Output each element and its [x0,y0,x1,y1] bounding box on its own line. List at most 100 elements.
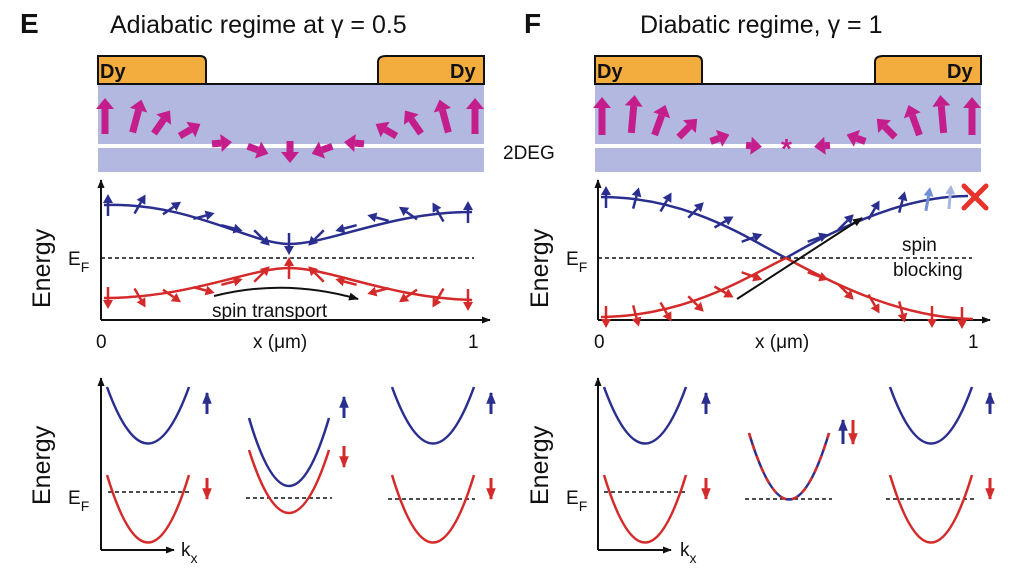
magnetization-arrow [876,118,898,140]
magnetization-arrow [963,97,981,135]
spin-arrow-red [741,271,763,282]
panel-f-dy-left-label: Dy [597,61,623,83]
magnetization-arrow [151,110,172,136]
panel-e-title: Adiabatic regime at γ = 0.5 [110,11,407,39]
panel-f-annotation-line1: spin [902,235,937,256]
spin-arrow-red [133,287,146,308]
spin-arrow-red [284,257,294,279]
panel-f: F Diabatic regime, γ = 1 Dy Dy * spin bl… [524,8,995,566]
panel-e-magnetization-arrows [96,98,484,163]
spin-arrow-blue [897,191,908,213]
magnetization-arrow [466,98,484,134]
spin-arrow-red [927,306,937,328]
magnetization-arrow [624,95,643,134]
panel-f-dy-right-magnet [874,55,982,85]
magnetization-arrow [593,97,611,135]
magnetization-arrow [846,129,867,147]
spin-arrow-blue [162,201,182,216]
panel-f-x-axis-label: x (μm) [755,332,809,353]
spin-arrow-faded [923,187,934,212]
panel-f-block-cross-icon [961,183,989,211]
spin-arrow-red [432,287,445,308]
spin-arrow-blue [659,192,672,213]
panel-e-annotation: spin transport [212,301,328,322]
magnetization-arrow [403,110,424,136]
spin-arrow-red [367,286,389,297]
panel-e: E Adiabatic regime at γ = 0.5 Dy Dy spin… [20,8,496,566]
panel-e-disp-3-up [390,386,476,445]
magnetization-arrow [311,141,334,159]
panel-e-disp-1-up [105,386,191,445]
spin-arrow-red [103,287,113,309]
spin-arrow-red [897,301,908,323]
panel-f-center-asterisk: * [781,133,792,164]
spin-arrow-red [463,289,473,311]
panel-f-x-tick-1: 1 [968,332,979,353]
panel-f-blocking-arrow [736,217,863,300]
twodeg-label: 2DEG [503,143,555,164]
spin-arrow-red [221,276,243,287]
panel-f-dy-left-magnet [594,55,703,85]
panel-f-disp-energy-label: Energy [526,425,554,505]
panel-f-x-tick-0: 0 [594,332,605,353]
spin-arrow-blue [221,223,243,234]
panel-e-disp-2-up [247,417,331,487]
panel-e-letter: E [20,8,39,39]
spin-arrow-red [713,285,734,298]
spin-arrow-red [193,285,215,296]
spin-arrow-red [837,283,854,300]
panel-e-energy-label: Energy [28,228,56,308]
magnetization-arrow [281,141,299,163]
panel-e-transport-arrow [213,286,359,301]
panel-f-letter: F [524,8,541,39]
spin-arrow-blue [807,232,829,243]
panel-f-disp-1-down [602,474,688,544]
spin-arrow-blue [398,206,418,221]
panel-e-x-axis-label: x (μm) [253,332,307,353]
spin-arrow-red [957,307,967,329]
spin-arrow-blue [308,229,325,246]
magnetization-arrow [375,121,399,140]
panel-e-disp-1-down [105,474,191,544]
spin-arrow-red [398,288,418,303]
panel-f-disp-3-up [888,386,974,445]
spin-arrow-blue [631,187,642,209]
spin-arrow-blue [867,200,880,221]
panel-f-kx-label: kx [680,540,697,566]
spin-arrow-blue [367,212,389,223]
spin-arrow-blue [837,214,854,231]
magnetization-arrow [814,136,831,155]
spin-arrow-blue [133,194,146,215]
spin-arrow-red [867,293,880,314]
spin-arrow-red [687,295,704,312]
spin-arrow-red [308,266,325,283]
panel-f-band-spin-arrows [601,185,967,329]
panel-f-disp-2-degenerate [747,432,831,501]
panel-f-disp-fermi-label: EF [566,488,587,514]
magnetization-arrow [745,136,762,155]
panel-f-fermi-label: EF [566,249,587,275]
spin-arrow-blue [335,223,357,234]
panel-f-2deg-line [595,144,981,148]
spin-arrow-red [631,305,642,327]
panel-e-x-tick-0: 0 [96,332,107,353]
panel-f-magnetization-arrows [593,95,981,155]
spin-arrow-blue [601,186,611,208]
spin-arrow-faded [945,185,956,210]
spin-arrow-blue [463,201,473,223]
panel-f-energy-label: Energy [526,228,554,308]
panel-e-disp-3-down [390,474,476,544]
panel-f-title: Diabatic regime, γ = 1 [640,11,882,39]
panel-e-disp-energy-label: Energy [28,425,56,505]
spin-arrow-blue [432,202,445,223]
magnetization-arrow [129,99,148,134]
spin-arrow-blue [741,232,763,243]
panel-e-x-tick-1: 1 [468,332,479,353]
magnetization-arrow [344,134,365,153]
panel-f-dy-right-label: Dy [947,61,973,83]
panel-f-annotation-line2: blocking [893,260,963,281]
panel-e-dy-left-magnet [97,55,207,85]
magnetization-arrow [433,99,452,134]
panel-e-dy-left-label: Dy [100,61,126,83]
